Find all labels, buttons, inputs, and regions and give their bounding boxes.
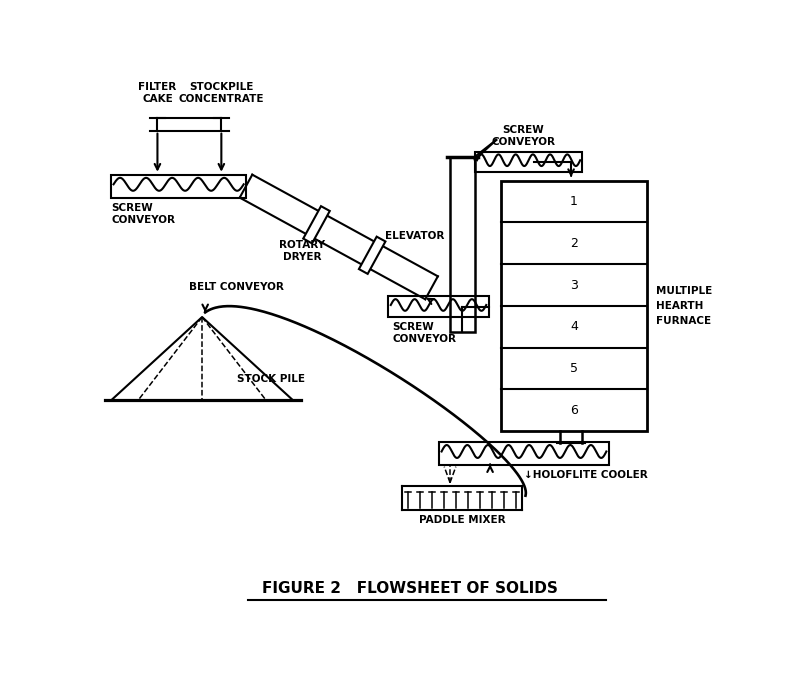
- Text: 2: 2: [570, 237, 578, 250]
- Bar: [450, 157, 474, 332]
- Text: MULTIPLE
HEARTH
FURNACE: MULTIPLE HEARTH FURNACE: [656, 286, 713, 325]
- Text: BELT CONVEYOR: BELT CONVEYOR: [190, 282, 284, 292]
- Bar: [389, 296, 489, 317]
- Text: ↓HOLOFLITE COOLER: ↓HOLOFLITE COOLER: [524, 471, 648, 480]
- Polygon shape: [359, 236, 386, 274]
- Text: 5: 5: [570, 362, 578, 375]
- Text: ROTARY
DRYER: ROTARY DRYER: [279, 240, 326, 262]
- Text: FIGURE 2   FLOWSHEET OF SOLIDS: FIGURE 2 FLOWSHEET OF SOLIDS: [262, 581, 558, 595]
- Text: 3: 3: [570, 279, 578, 292]
- Text: 4: 4: [570, 321, 578, 333]
- Text: FILTER
CAKE: FILTER CAKE: [138, 82, 177, 104]
- Text: SCREW
CONVEYOR: SCREW CONVEYOR: [111, 203, 175, 225]
- Bar: [474, 151, 582, 173]
- Text: 6: 6: [570, 403, 578, 416]
- Text: STOCKPILE
CONCENTRATE: STOCKPILE CONCENTRATE: [178, 82, 264, 104]
- Polygon shape: [303, 206, 330, 243]
- Bar: [501, 181, 647, 431]
- Bar: [111, 175, 246, 198]
- Text: STOCK PILE: STOCK PILE: [237, 373, 305, 384]
- Bar: [439, 442, 609, 465]
- Text: PADDLE MIXER: PADDLE MIXER: [418, 515, 506, 525]
- Text: 1: 1: [570, 195, 578, 208]
- Text: SCREW
CONVEYOR: SCREW CONVEYOR: [392, 323, 456, 344]
- Text: SCREW
CONVEYOR: SCREW CONVEYOR: [491, 125, 555, 147]
- Text: ELEVATOR: ELEVATOR: [385, 231, 444, 241]
